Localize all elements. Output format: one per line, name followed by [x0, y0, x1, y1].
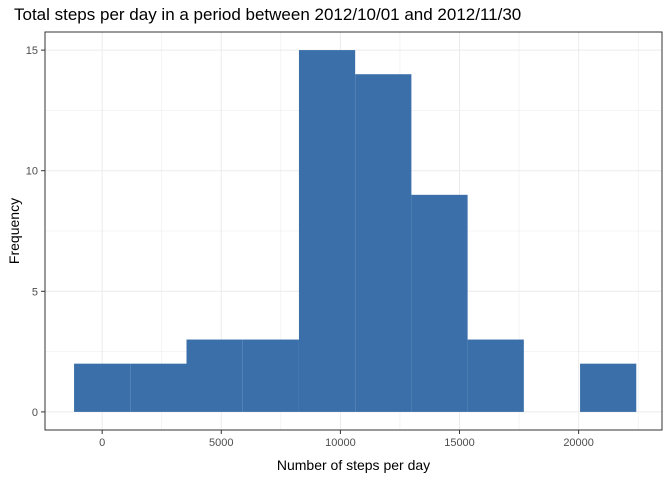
y-tick-label: 0 [32, 407, 38, 419]
histogram-bar-5 [355, 74, 412, 412]
x-tick-label: 0 [99, 437, 105, 449]
histogram-bar-1 [130, 363, 187, 412]
histogram-bar-6 [411, 194, 468, 412]
bars [74, 50, 637, 412]
y-tick-label: 5 [32, 286, 38, 298]
x-tick-label: 20000 [563, 437, 594, 449]
chart-title: Total steps per day in a period between … [14, 5, 521, 24]
x-tick-label: 15000 [444, 437, 475, 449]
y-axis-title: Frequency [6, 198, 22, 264]
panel-border [44, 31, 663, 431]
y-tick-label: 10 [26, 166, 38, 178]
x-tick-label: 10000 [325, 437, 356, 449]
x-tick-label: 5000 [209, 437, 233, 449]
y-tick-label: 15 [26, 45, 38, 57]
axis-ticks: 0 5000 10000 15000 20000 0 5 10 15 [26, 45, 594, 449]
x-axis-title: Number of steps per day [277, 457, 430, 473]
histogram-bar-0 [74, 363, 131, 412]
histogram-bar-3 [242, 339, 299, 412]
histogram-bar-2 [186, 339, 243, 412]
histogram-bar-9 [580, 363, 637, 412]
histogram-bar-7 [467, 339, 524, 412]
histogram-bar-4 [298, 50, 356, 412]
